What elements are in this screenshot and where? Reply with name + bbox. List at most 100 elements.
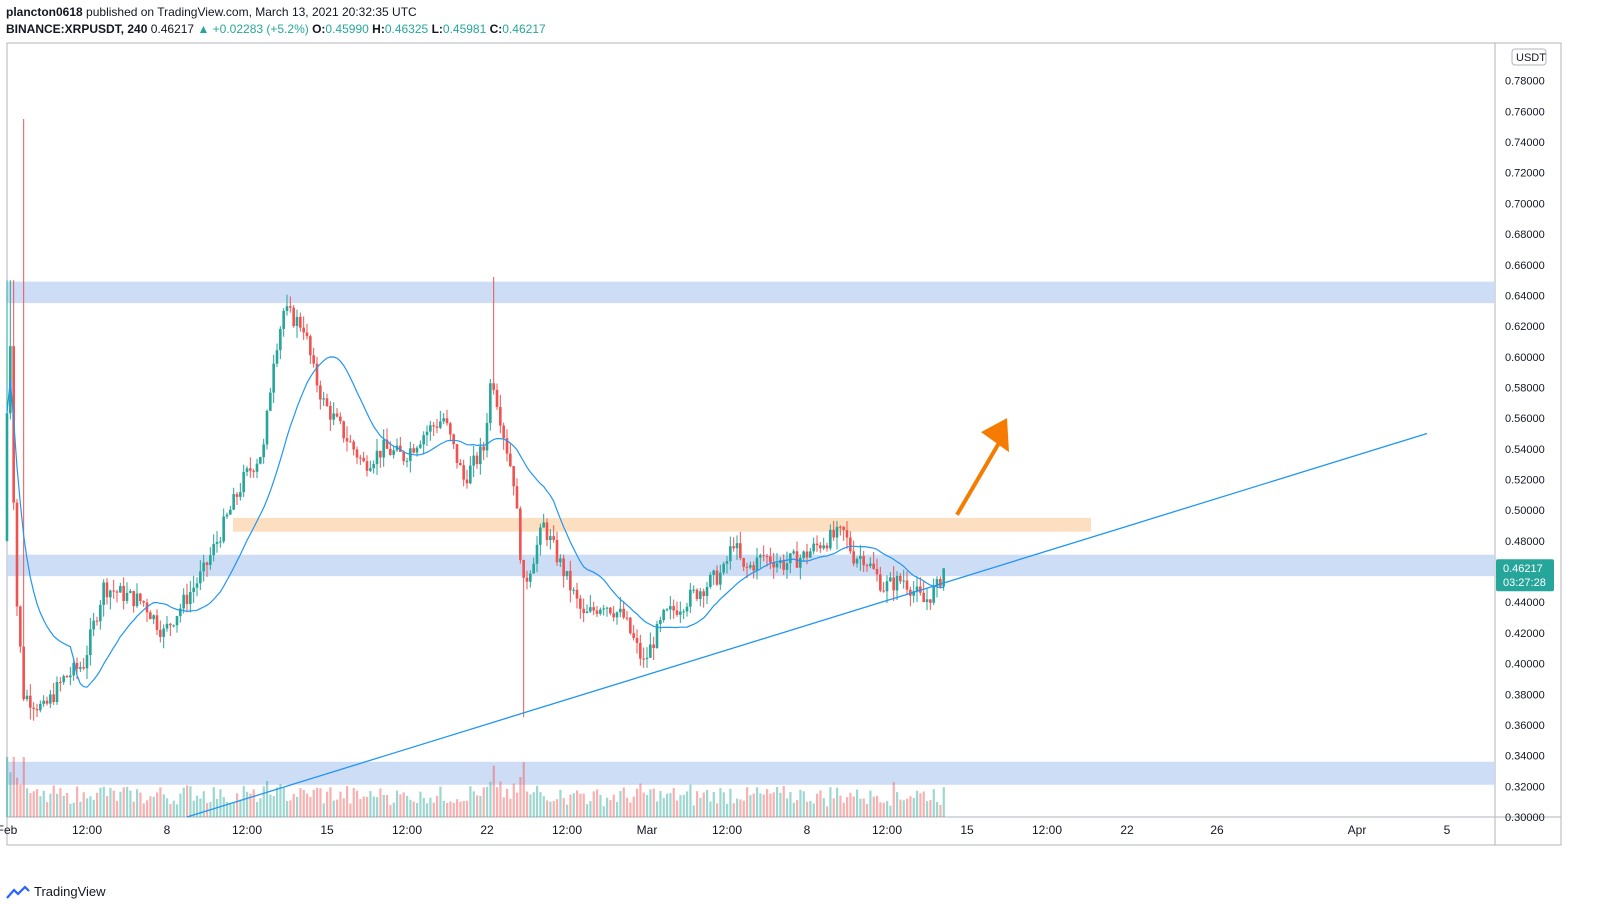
candle-body[interactable] [439, 421, 442, 428]
candle-body[interactable] [99, 604, 102, 622]
candle-body[interactable] [152, 615, 155, 620]
candle-body[interactable] [699, 591, 702, 599]
candle-body[interactable] [95, 620, 99, 622]
candle-body[interactable] [142, 601, 145, 603]
candle-body[interactable] [82, 667, 85, 669]
candle-body[interactable] [192, 587, 195, 593]
candle-body[interactable] [639, 642, 642, 659]
candle-body[interactable] [219, 541, 222, 543]
candle-body[interactable] [875, 568, 879, 575]
candle-body[interactable] [749, 565, 752, 568]
candle-body[interactable] [42, 700, 45, 704]
candle-body[interactable] [812, 543, 815, 552]
candle-body[interactable] [212, 543, 215, 556]
candle-body[interactable] [932, 586, 935, 603]
candle-body[interactable] [302, 327, 305, 333]
candle-body[interactable] [532, 563, 535, 574]
candle-body[interactable] [182, 594, 185, 609]
candle-body[interactable] [392, 450, 395, 455]
currency-badge[interactable] [1511, 48, 1547, 66]
candle-body[interactable] [912, 591, 915, 596]
candle-body[interactable] [682, 611, 685, 613]
candle-body[interactable] [225, 514, 229, 517]
candle-body[interactable] [289, 306, 292, 308]
candle-body[interactable] [139, 593, 142, 602]
candle-body[interactable] [475, 455, 479, 465]
candle-body[interactable] [292, 307, 295, 327]
candle-body[interactable] [925, 599, 929, 603]
candle-body[interactable] [602, 608, 605, 610]
candle-body[interactable] [529, 573, 532, 582]
candle-body[interactable] [369, 468, 372, 471]
candle-body[interactable] [672, 606, 675, 611]
candle-body[interactable] [362, 457, 365, 462]
candle-body[interactable] [539, 527, 542, 545]
candle-body[interactable] [359, 457, 362, 459]
candle-body[interactable] [355, 449, 359, 458]
candle-body[interactable] [685, 606, 689, 612]
candle-body[interactable] [85, 655, 89, 669]
candle-body[interactable] [229, 509, 232, 515]
candle-body[interactable] [805, 551, 809, 558]
candle-body[interactable] [149, 612, 152, 620]
candle-body[interactable] [785, 563, 789, 570]
candle-body[interactable] [902, 580, 905, 582]
candle-body[interactable] [535, 544, 539, 564]
candle-body[interactable] [382, 439, 385, 458]
candle-body[interactable] [632, 633, 635, 639]
candle-body[interactable] [102, 582, 105, 605]
candle-body[interactable] [942, 568, 945, 587]
candle-body[interactable] [579, 598, 582, 609]
zone-resistance[interactable] [7, 281, 1495, 304]
candle-body[interactable] [202, 562, 205, 572]
candle-body[interactable] [55, 682, 59, 703]
candle-body[interactable] [769, 556, 772, 563]
candle-body[interactable] [209, 555, 212, 565]
candle-body[interactable] [482, 446, 485, 451]
candle-body[interactable] [325, 398, 329, 406]
candle-body[interactable] [135, 593, 139, 607]
candle-body[interactable] [629, 617, 632, 634]
candle-body[interactable] [75, 662, 79, 669]
candle-body[interactable] [49, 694, 52, 704]
candle-body[interactable] [59, 682, 62, 684]
candle-body[interactable] [789, 553, 792, 564]
candle-body[interactable] [755, 557, 759, 571]
candle-body[interactable] [575, 589, 579, 599]
candle-body[interactable] [489, 383, 492, 423]
candle-body[interactable] [472, 455, 475, 466]
candle-body[interactable] [735, 543, 739, 549]
candle-body[interactable] [239, 492, 242, 497]
candle-body[interactable] [415, 447, 419, 453]
candle-body[interactable] [385, 439, 389, 449]
candle-body[interactable] [119, 585, 122, 593]
candle-body[interactable] [879, 574, 882, 591]
candle-body[interactable] [222, 516, 225, 542]
candle-body[interactable] [775, 563, 779, 568]
candle-body[interactable] [305, 332, 309, 337]
candle-body[interactable] [702, 591, 705, 597]
candle-body[interactable] [619, 608, 622, 613]
candle-body[interactable] [309, 336, 312, 356]
candle-body[interactable] [199, 571, 202, 584]
candle-body[interactable] [512, 466, 515, 487]
ascending-trendline[interactable] [186, 432, 1428, 818]
candle-body[interactable] [899, 575, 902, 582]
candle-body[interactable] [645, 657, 649, 659]
candle-body[interactable] [589, 607, 592, 612]
candle-body[interactable] [242, 472, 245, 493]
candle-body[interactable] [375, 450, 379, 465]
candle-body[interactable] [782, 560, 785, 570]
candle-body[interactable] [459, 463, 462, 466]
candle-body[interactable] [45, 700, 49, 704]
candle-body[interactable] [422, 435, 425, 445]
candle-body[interactable] [922, 592, 925, 603]
candle-body[interactable] [635, 638, 639, 643]
candle-body[interactable] [889, 577, 892, 582]
candle-body[interactable] [69, 675, 72, 678]
candle-body[interactable] [725, 561, 729, 564]
candle-body[interactable] [275, 350, 279, 364]
candle-body[interactable] [169, 623, 172, 626]
candle-body[interactable] [435, 426, 439, 428]
candle-body[interactable] [412, 448, 415, 453]
